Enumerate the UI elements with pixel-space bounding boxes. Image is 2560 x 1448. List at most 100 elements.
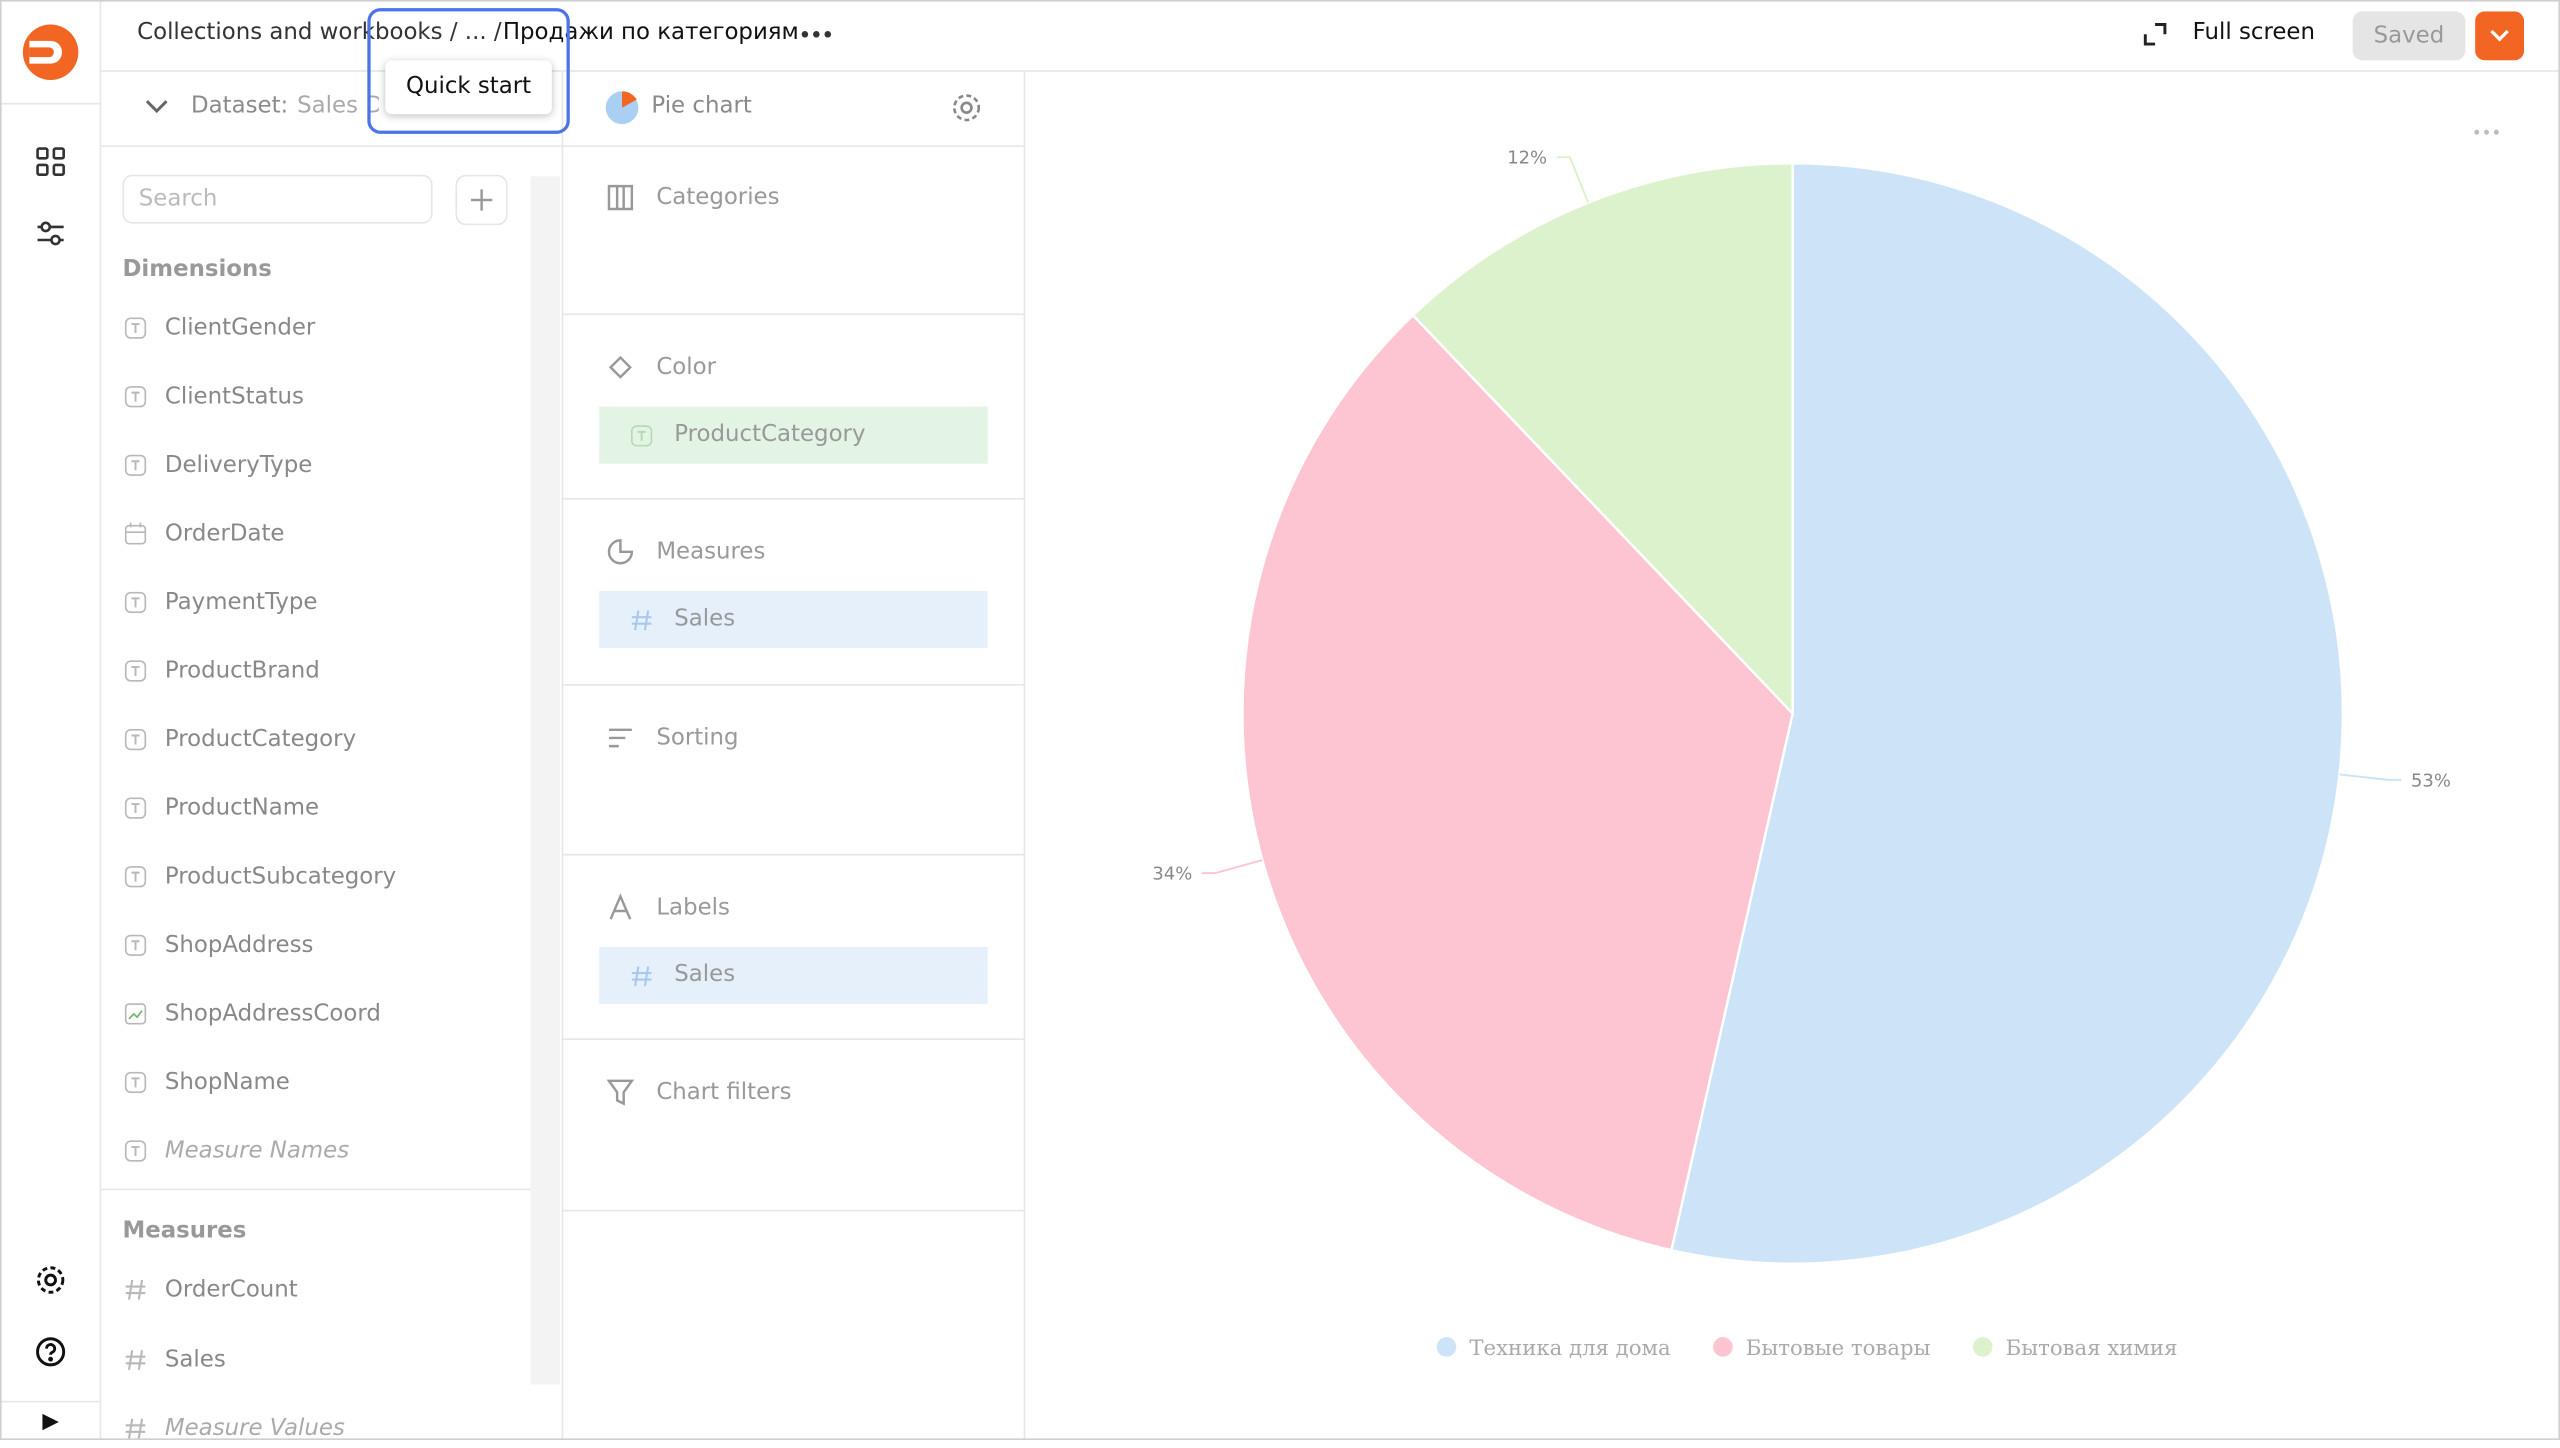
icon-shape [131,803,140,814]
field-icon [124,1140,147,1162]
legend-label[interactable]: Техника для дома [1469,1336,1671,1361]
icon-shape [131,1145,140,1156]
data-label: 34% [1152,864,1192,885]
section-title: Labels [604,891,730,924]
icon-shape [124,866,147,888]
collections-icon[interactable] [34,145,67,178]
icon-shape [124,317,147,339]
settings-sliders-icon[interactable] [34,217,67,250]
chip-name: Sales [674,961,736,988]
field-item[interactable]: ProductBrand [122,651,320,690]
field-chip[interactable]: ProductCategory [599,406,988,464]
help-icon[interactable] [34,1336,67,1369]
logo[interactable] [20,21,82,83]
icon-shape [124,1003,147,1025]
section-title: Chart filters [604,1076,792,1109]
pie-icon [605,91,639,125]
header: Collections and workbooks / ... / Продаж… [101,0,2560,72]
field-name: ShopAddressCoord [164,1000,381,1027]
field-icon [124,728,147,751]
field-item[interactable]: PaymentType [122,583,317,622]
field-item[interactable]: ShopAddressCoord [122,994,381,1033]
chip-name: Sales [674,605,736,632]
field-icon [125,1349,146,1370]
legend-marker [1713,1337,1733,1357]
highlight-box [367,8,570,134]
viz-section: Categories [563,145,1024,316]
field-name: ProductSubcategory [164,863,397,890]
save-menu-button[interactable] [2475,11,2525,61]
more-icon[interactable] [800,26,833,42]
field-icon [124,522,147,545]
field-item[interactable]: ShopName [122,1063,290,1102]
icon-shape [124,524,147,545]
icon-shape [607,539,634,565]
field-item[interactable]: ProductCategory [122,720,356,759]
field-icon [124,660,147,682]
settings-icon[interactable] [34,1264,67,1297]
add-field-button[interactable] [455,174,508,226]
field-item[interactable]: Measure Names [122,1131,349,1170]
field-item[interactable]: OrderCount [122,1270,298,1309]
viz-section: Labels Sales [563,856,1024,1040]
icon-shape [608,728,632,748]
leader-line [1556,156,1590,204]
expand-icon[interactable] [41,1412,61,1432]
leader-line [2339,773,2402,781]
icon-shape [124,797,147,819]
section-name: Color [656,354,717,381]
icon-shape [608,355,632,379]
field-name: Measure Values [164,1415,345,1442]
field-chip[interactable]: Sales [599,946,988,1005]
icon-shape [609,893,632,920]
field-item[interactable]: OrderDate [122,514,284,553]
field-item[interactable]: ProductName [122,789,319,828]
section-title: Color [604,351,716,384]
field-icon [631,609,652,630]
field-icon [124,866,147,888]
field-item[interactable]: DeliveryType [122,446,312,485]
breadcrumb[interactable]: Collections and workbooks / ... / [137,19,502,46]
icon-shape [131,460,140,471]
section-icon [608,728,632,748]
viz-settings-icon[interactable] [950,91,983,124]
viz-section: Measures Sales [563,500,1024,686]
section-icon [608,355,632,379]
icon-shape [606,1079,635,1106]
field-chip[interactable]: Sales [599,591,988,649]
legend-marker [1436,1337,1457,1357]
collapse-icon[interactable] [144,96,170,116]
leader-line [1202,859,1263,875]
field-name: ShopName [164,1069,290,1096]
section-name: Categories [656,184,780,211]
field-item[interactable]: ProductSubcategory [122,857,396,896]
measures-title: Measures [122,1217,247,1245]
legend-label[interactable]: Бытовые товары [1746,1336,1931,1361]
icon-shape [637,430,646,440]
viz-section: Color ProductCategory [563,315,1024,500]
field-item[interactable]: ClientGender [122,309,315,348]
tooltip: Quick start [385,60,552,115]
field-item[interactable]: Sales [122,1340,226,1379]
scrollbar[interactable] [530,176,560,1385]
search-input[interactable]: Search [122,174,433,224]
section-icon [607,184,634,211]
field-item[interactable]: ShopAddress [122,926,313,965]
field-name: ClientGender [164,315,316,342]
saved-button[interactable]: Saved [2352,11,2466,61]
legend-label[interactable]: Бытовая химия [2006,1336,2178,1361]
viz-type-row[interactable]: Pie chart [563,72,1024,147]
section-name: Sorting [656,724,739,752]
dataset-name[interactable]: Sales Da [297,93,379,120]
field-item[interactable]: Measure Values [122,1409,345,1448]
workbook-title[interactable]: Продажи по категориям [502,19,799,46]
field-icon [124,934,147,956]
fullscreen-button[interactable]: Full screen [2192,19,2315,46]
icon-shape [124,934,147,956]
section-name: Labels [656,894,730,921]
icon-shape [124,454,147,476]
fullscreen-icon[interactable] [2142,21,2168,47]
icon-shape [125,1279,146,1300]
field-item[interactable]: ClientStatus [122,377,304,416]
